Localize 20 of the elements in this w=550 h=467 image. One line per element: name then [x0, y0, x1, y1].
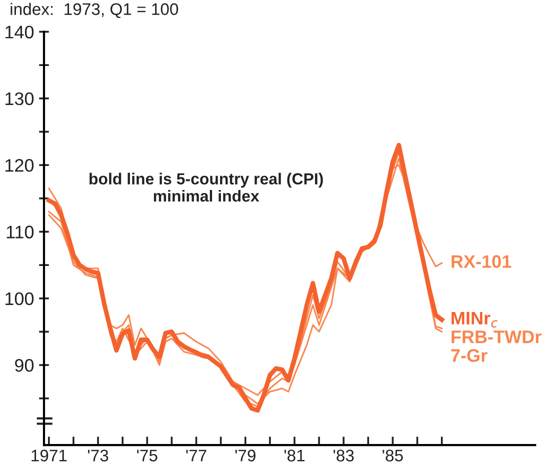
series-label: 7-Gr — [451, 349, 488, 362]
y-tick-label: 110 — [6, 226, 34, 238]
annotation: bold line is 5-country real (CPI) minimal index — [90, 172, 323, 202]
x-tick-label: '77 — [186, 450, 206, 462]
x-tick-label: '79 — [235, 450, 256, 462]
x-tick-label: '75 — [137, 450, 158, 462]
x-tick-label: '81 — [284, 450, 305, 462]
y-tick-label: 130 — [6, 92, 34, 106]
x-tick-label: '85 — [382, 450, 403, 462]
series-label: FRB-TWDr — [452, 330, 542, 344]
x-tick-label: '73 — [88, 450, 108, 462]
series-label: RX-101 — [452, 255, 512, 268]
x-tick-label: '83 — [334, 450, 354, 462]
y-tick-label: 140 — [6, 26, 34, 38]
y-axis-title: index: 1973, Q1 = 100 — [10, 2, 178, 18]
x-tick-label: 1971 — [32, 450, 67, 462]
y-tick-label: 100 — [6, 292, 34, 306]
y-tick-label: 90 — [15, 358, 34, 372]
y-tick-label: 120 — [6, 159, 34, 172]
series-label: MINr$_{c}$ — [452, 312, 498, 328]
